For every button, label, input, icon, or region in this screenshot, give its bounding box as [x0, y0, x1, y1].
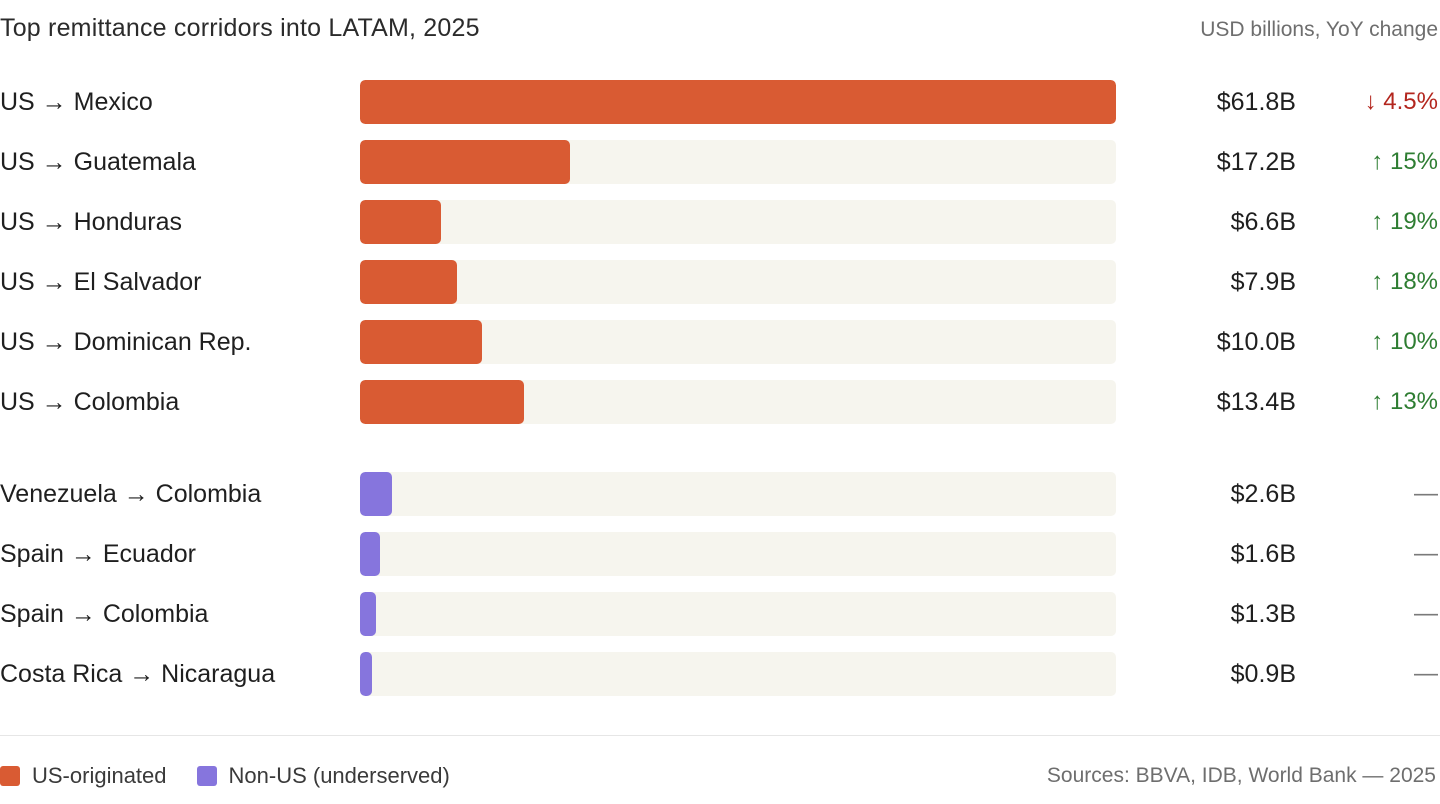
- chart-row: US → Colombia $13.4B ↑ 13%: [0, 380, 1440, 424]
- value-label: $17.2B: [1216, 148, 1296, 176]
- bar: [360, 532, 380, 576]
- bar-track: [360, 80, 1116, 124]
- chart-row: Costa Rica → Nicaragua $0.9B —: [0, 652, 1440, 696]
- bar: [360, 652, 372, 696]
- bar: [360, 80, 1116, 124]
- chart-row: Spain → Ecuador $1.6B —: [0, 532, 1440, 576]
- category-label: Costa Rica → Nicaragua: [0, 660, 276, 688]
- legend-swatch-us: [0, 766, 20, 786]
- category-label: Spain → Ecuador: [0, 540, 196, 568]
- bar-track: [360, 472, 1116, 516]
- legend-item-us: US-originated: [0, 763, 167, 789]
- legend-label-us: US-originated: [32, 763, 167, 788]
- value-label: $61.8B: [1216, 88, 1296, 116]
- chart-row: US → Guatemala $17.2B ↑ 15%: [0, 140, 1440, 184]
- chart-subtitle: USD billions, YoY change: [1200, 18, 1438, 41]
- bar: [360, 472, 392, 516]
- value-label: $6.6B: [1230, 208, 1296, 236]
- value-label: $13.4B: [1216, 388, 1296, 416]
- bar-track: [360, 200, 1116, 244]
- yoy-change-label: —: [1414, 660, 1438, 687]
- category-label: US → Dominican Rep.: [0, 328, 252, 356]
- bar-chart: US → Mexico $61.8B ↓ 4.5% US → Guatemala $17…: [0, 80, 1440, 696]
- category-label: US → Colombia: [0, 388, 180, 416]
- yoy-change-label: ↑ 18%: [1371, 268, 1438, 295]
- legend-label-non-us: Non-US (underserved): [228, 763, 450, 788]
- chart-row: US → Honduras $6.6B ↑ 19%: [0, 200, 1440, 244]
- footer-divider: [0, 735, 1440, 736]
- yoy-change-label: ↑ 13%: [1371, 388, 1438, 415]
- chart-title: Top remittance corridors into LATAM, 202…: [0, 14, 480, 42]
- chart-row: US → Mexico $61.8B ↓ 4.5%: [0, 80, 1440, 124]
- chart-row: US → El Salvador $7.9B ↑ 18%: [0, 260, 1440, 304]
- yoy-change-label: —: [1414, 540, 1438, 567]
- yoy-change-label: ↓ 4.5%: [1364, 88, 1438, 115]
- bar: [360, 200, 441, 244]
- yoy-change-label: ↑ 10%: [1371, 328, 1438, 355]
- value-label: $2.6B: [1230, 480, 1296, 508]
- bar-track: [360, 320, 1116, 364]
- bar: [360, 260, 457, 304]
- chart-row: US → Dominican Rep. $10.0B ↑ 10%: [0, 320, 1440, 364]
- legend-item-non-us: Non-US (underserved): [196, 763, 450, 789]
- bar-track: [360, 532, 1116, 576]
- category-label: US → Guatemala: [0, 148, 196, 176]
- yoy-change-label: ↑ 15%: [1371, 148, 1438, 175]
- legend: US-originated Non-US (underserved): [0, 761, 480, 791]
- category-label: Spain → Colombia: [0, 600, 209, 628]
- bar-track: [360, 140, 1116, 184]
- bar-track: [360, 592, 1116, 636]
- value-label: $0.9B: [1230, 660, 1296, 688]
- bar: [360, 380, 524, 424]
- value-label: $10.0B: [1216, 328, 1296, 356]
- bar-track: [360, 260, 1116, 304]
- bar-track: [360, 380, 1116, 424]
- category-label: US → El Salvador: [0, 268, 202, 296]
- value-label: $1.3B: [1230, 600, 1296, 628]
- bar: [360, 140, 570, 184]
- bar: [360, 592, 376, 636]
- chart-row: Spain → Colombia $1.3B —: [0, 592, 1440, 636]
- value-label: $7.9B: [1230, 268, 1296, 296]
- category-label: US → Honduras: [0, 208, 183, 236]
- yoy-change-label: —: [1414, 600, 1438, 627]
- yoy-change-label: —: [1414, 480, 1438, 507]
- category-label: US → Mexico: [0, 88, 153, 116]
- value-label: $1.6B: [1230, 540, 1296, 568]
- bar-track: [360, 652, 1116, 696]
- chart-row: Venezuela → Colombia $2.6B —: [0, 472, 1440, 516]
- sources-note: Sources: BBVA, IDB, World Bank — 2025: [1046, 764, 1436, 787]
- yoy-change-label: ↑ 19%: [1371, 208, 1438, 235]
- category-label: Venezuela → Colombia: [0, 480, 262, 508]
- bar: [360, 320, 482, 364]
- legend-swatch-non-us: [196, 766, 217, 786]
